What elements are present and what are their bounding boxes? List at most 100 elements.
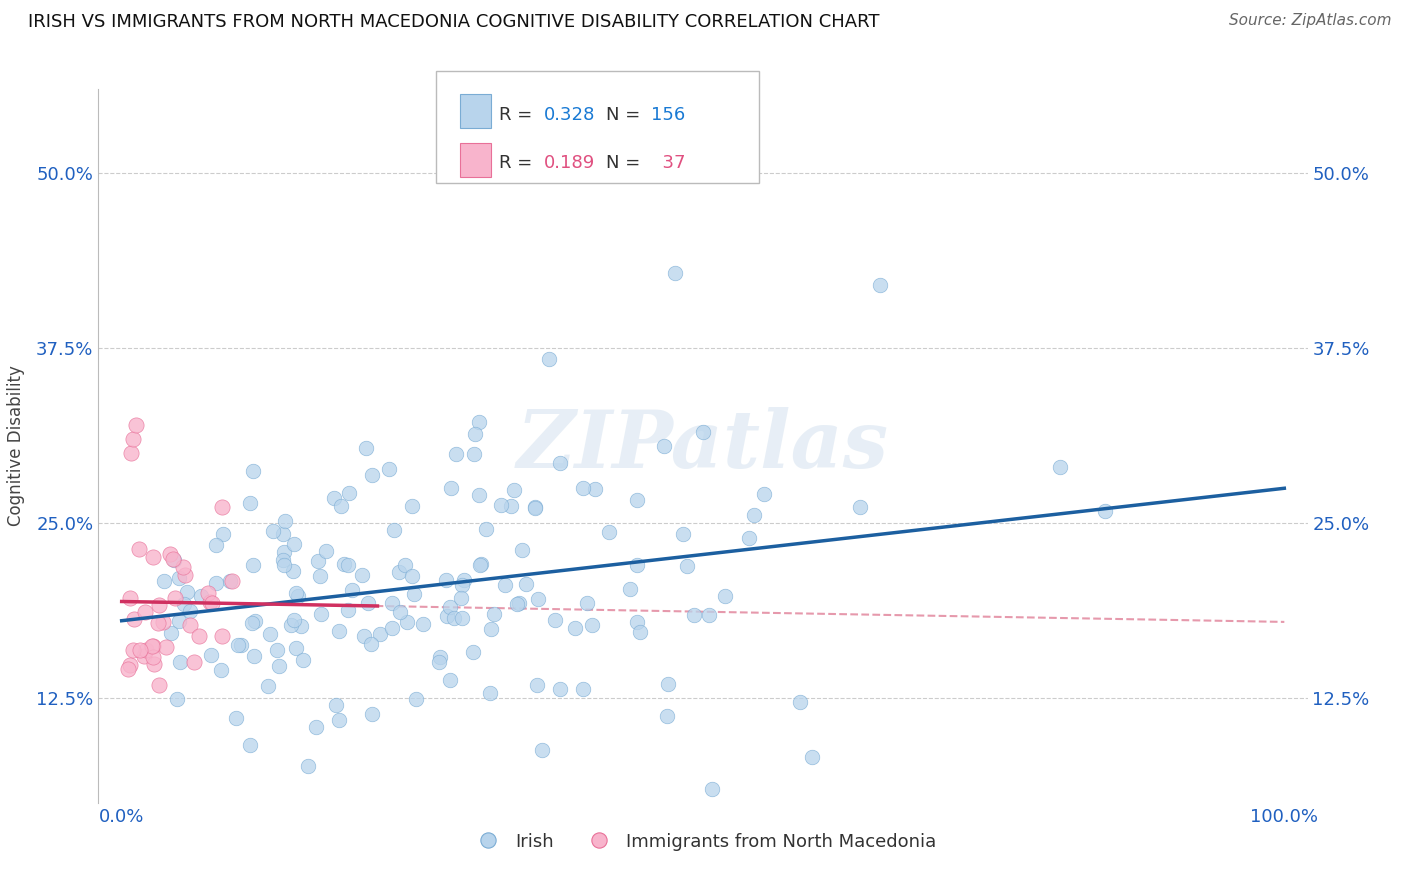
Point bbox=[211, 500, 233, 514]
Point bbox=[626, 558, 648, 573]
Point bbox=[388, 565, 411, 579]
Point bbox=[652, 439, 675, 453]
Point bbox=[505, 597, 527, 611]
Point bbox=[305, 720, 328, 734]
Point bbox=[198, 595, 221, 609]
Point bbox=[515, 577, 537, 591]
Point bbox=[368, 627, 391, 641]
Text: 37: 37 bbox=[651, 154, 686, 172]
Point bbox=[434, 574, 457, 588]
Point bbox=[789, 695, 811, 709]
Text: R =: R = bbox=[499, 106, 538, 124]
Point bbox=[742, 508, 765, 523]
Point bbox=[405, 692, 427, 706]
Point bbox=[179, 617, 201, 632]
Point bbox=[394, 558, 416, 573]
Point bbox=[478, 686, 501, 700]
Point bbox=[401, 569, 423, 583]
Point bbox=[229, 638, 252, 652]
Point bbox=[1049, 459, 1071, 474]
Point bbox=[700, 781, 723, 796]
Point bbox=[120, 591, 142, 605]
Point bbox=[292, 652, 315, 666]
Point bbox=[353, 629, 375, 643]
Point bbox=[598, 525, 620, 540]
Text: N =: N = bbox=[606, 154, 645, 172]
Point bbox=[548, 456, 571, 470]
Point bbox=[626, 615, 648, 629]
Point bbox=[538, 352, 561, 367]
Point bbox=[205, 576, 228, 591]
Point bbox=[381, 621, 404, 635]
Text: N =: N = bbox=[606, 106, 645, 124]
Point bbox=[225, 711, 247, 725]
Point bbox=[128, 542, 150, 557]
Point bbox=[572, 481, 595, 495]
Point bbox=[120, 657, 142, 672]
Point bbox=[307, 554, 329, 568]
Text: 156: 156 bbox=[651, 106, 685, 124]
Legend: Irish, Immigrants from North Macedonia: Irish, Immigrants from North Macedonia bbox=[463, 826, 943, 858]
Point bbox=[197, 585, 219, 599]
Point bbox=[388, 605, 411, 619]
Point bbox=[283, 564, 305, 578]
Point bbox=[142, 550, 165, 565]
Point bbox=[309, 607, 332, 622]
Point bbox=[120, 446, 142, 460]
Point bbox=[122, 642, 145, 657]
Point bbox=[328, 713, 350, 727]
Point bbox=[132, 649, 155, 664]
Point bbox=[124, 417, 146, 432]
Point bbox=[527, 592, 550, 607]
Point bbox=[657, 677, 679, 691]
Point bbox=[226, 638, 249, 652]
Point bbox=[285, 586, 308, 600]
Point bbox=[176, 584, 198, 599]
Point bbox=[412, 617, 434, 632]
Point bbox=[502, 483, 524, 497]
Point bbox=[479, 622, 502, 636]
Point bbox=[336, 603, 359, 617]
Point bbox=[174, 568, 197, 582]
Point bbox=[475, 522, 498, 536]
Point bbox=[124, 612, 146, 626]
Point bbox=[508, 596, 530, 610]
Point bbox=[450, 591, 472, 606]
Y-axis label: Cognitive Disability: Cognitive Disability bbox=[7, 366, 25, 526]
Point bbox=[352, 567, 374, 582]
Point bbox=[290, 618, 312, 632]
Point bbox=[531, 742, 554, 756]
Point bbox=[380, 596, 402, 610]
Point bbox=[221, 574, 243, 589]
Point bbox=[219, 574, 242, 588]
Point bbox=[360, 637, 382, 651]
Point bbox=[308, 569, 330, 583]
Point bbox=[737, 531, 759, 545]
Point bbox=[274, 514, 297, 528]
Point bbox=[336, 558, 359, 573]
Point bbox=[262, 524, 284, 538]
Point bbox=[141, 639, 163, 653]
Point bbox=[664, 266, 686, 280]
Point bbox=[183, 655, 205, 669]
Point bbox=[461, 645, 484, 659]
Point bbox=[200, 648, 222, 662]
Point bbox=[752, 486, 775, 500]
Point bbox=[243, 614, 266, 628]
Point bbox=[491, 498, 513, 512]
Point bbox=[443, 610, 465, 624]
Point bbox=[179, 604, 201, 618]
Point bbox=[628, 624, 651, 639]
Point bbox=[672, 527, 695, 541]
Point bbox=[155, 640, 177, 654]
Point bbox=[801, 749, 824, 764]
Text: ZIPatlas: ZIPatlas bbox=[517, 408, 889, 484]
Point bbox=[204, 537, 226, 551]
Point bbox=[356, 441, 378, 455]
Point bbox=[869, 277, 891, 292]
Point bbox=[328, 624, 350, 638]
Point bbox=[382, 523, 405, 537]
Point bbox=[142, 639, 165, 653]
Point bbox=[273, 558, 295, 572]
Point bbox=[287, 589, 309, 603]
